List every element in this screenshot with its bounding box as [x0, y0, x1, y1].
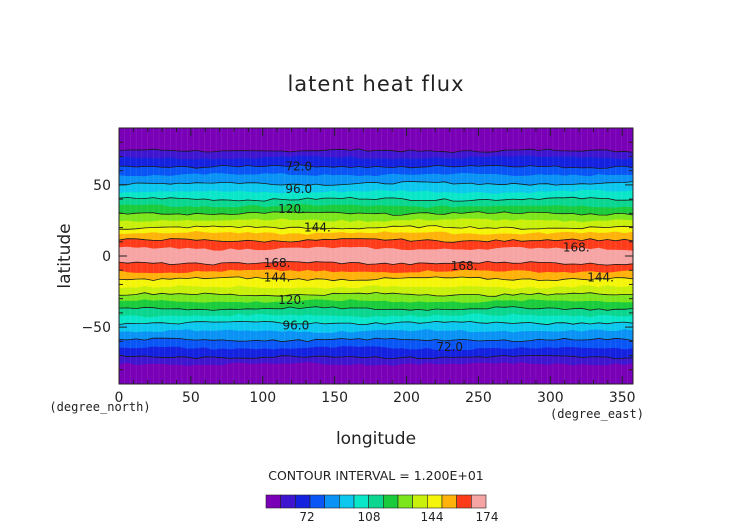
contour-label: 168. [264, 256, 291, 270]
y-tick-label: 0 [102, 249, 111, 265]
x-axis-ticks: 0 50 100 150 200 250 300 350 [115, 128, 636, 406]
contour-label: 72.0 [436, 340, 463, 354]
colorbar-swatch [412, 494, 428, 509]
colorbar-swatch [383, 494, 399, 509]
colorbar-swatch [309, 494, 325, 509]
colorbar-swatch [339, 494, 355, 509]
colorbar-tick-label: 144 [421, 510, 444, 524]
colorbar-swatch [397, 494, 413, 509]
contour-line [119, 196, 633, 202]
contour-line [119, 211, 633, 216]
colorbar-swatch [427, 494, 443, 509]
y-unit-label: (degree_north) [49, 400, 150, 414]
y-axis-ticks: −50 0 50 [81, 141, 633, 371]
x-tick-label: 350 [609, 390, 636, 406]
colorbar-tick-label: 72 [299, 510, 314, 524]
x-tick-label: 200 [393, 390, 420, 406]
colorbar-swatch [441, 494, 457, 509]
x-tick-label: 150 [321, 390, 348, 406]
contour-label: 144. [587, 270, 614, 284]
contour-line [119, 276, 633, 282]
x-unit-label: (degree_east) [550, 407, 644, 421]
contour-label: 120. [278, 202, 305, 216]
contour-line [119, 354, 633, 360]
y-axis-title: latitude [55, 223, 75, 288]
contour-label: 144. [304, 221, 331, 235]
contour-label: 96.0 [285, 182, 312, 196]
contour-line [119, 337, 633, 343]
contour-interval-label: CONTOUR INTERVAL = 1.200E+01 [268, 468, 484, 483]
contour-band [119, 362, 633, 384]
contour-line [119, 181, 633, 186]
colorbar-swatch [295, 494, 311, 509]
contour-line [119, 292, 633, 297]
x-tick-label: 0 [115, 390, 124, 406]
x-tick-label: 250 [465, 390, 492, 406]
colorbar-swatch [280, 494, 296, 509]
contour-line [119, 306, 633, 311]
contour-line [119, 164, 633, 169]
x-tick-label: 100 [249, 390, 276, 406]
x-tick-label: 50 [182, 390, 200, 406]
contour-line [119, 260, 633, 266]
colorbar-swatch [368, 494, 384, 509]
colorbar-swatch [456, 494, 472, 509]
contour-label: 120. [278, 293, 305, 307]
colorbar-swatch [353, 494, 369, 509]
contour-label: 168. [563, 240, 590, 254]
contour-line [119, 148, 633, 153]
chart-title: latent heat flux [287, 72, 464, 96]
x-axis-title: longitude [336, 429, 416, 449]
contour-label: 168. [451, 259, 478, 273]
colorbar-tick-label: 108 [358, 510, 381, 524]
contour-label: 72.0 [285, 159, 312, 173]
contour-line [119, 320, 633, 326]
contour-label: 96.0 [282, 319, 309, 333]
colorbar-tick-label: 174 [476, 510, 499, 524]
x-tick-label: 300 [537, 390, 564, 406]
contour-label: 144. [264, 270, 291, 284]
colorbar-swatch [265, 494, 281, 509]
contour-lines [119, 148, 633, 360]
y-tick-label: −50 [81, 320, 111, 336]
contour-line [119, 238, 633, 243]
colorbar-swatch [471, 494, 487, 509]
colorbar: 72 108 144 174 [265, 494, 499, 524]
contour-line [119, 225, 633, 230]
colorbar-swatch [324, 494, 340, 509]
y-tick-label: 50 [93, 178, 111, 194]
